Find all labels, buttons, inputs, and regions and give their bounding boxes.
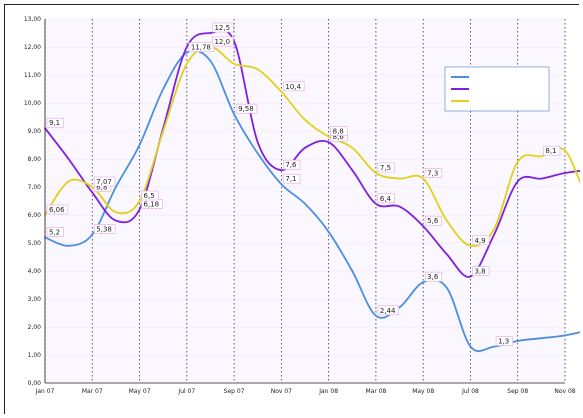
data-label: 7,6	[285, 161, 297, 169]
x-tick-label: Jan 08	[318, 388, 338, 395]
data-label-box	[543, 145, 561, 156]
data-label: 8,6	[333, 133, 345, 141]
x-tick-label: May 07	[129, 388, 151, 395]
data-label-box	[212, 36, 234, 47]
data-label: 9,58	[238, 105, 254, 113]
data-label: 10,4	[285, 83, 301, 91]
x-tick-label: Mar 08	[365, 388, 386, 395]
data-label-box	[46, 117, 64, 128]
data-label-box	[472, 266, 490, 276]
y-tick-label: 8,00	[28, 156, 42, 163]
x-tick-label: Nov 07	[271, 388, 292, 395]
y-tick-label: 1,00	[28, 352, 42, 359]
data-label-box	[377, 305, 400, 316]
data-label: 6,18	[144, 200, 160, 208]
data-label: 5,2	[49, 228, 60, 236]
data-label: 3,8	[474, 268, 485, 276]
data-label: 7,5	[380, 164, 391, 172]
data-label: 4,9	[474, 237, 485, 245]
y-tick-label: 11,00	[24, 72, 41, 79]
x-tick-label: Jul 08	[461, 388, 479, 395]
x-tick-label: Jul 07	[177, 388, 195, 395]
data-label: 6,4	[380, 195, 392, 203]
data-label-box	[472, 235, 490, 246]
data-label-box	[212, 22, 234, 33]
data-label: 8,1	[545, 147, 556, 155]
data-label: 12,0	[214, 38, 230, 46]
y-tick-label: 6,00	[28, 212, 42, 219]
x-tick-label: May 08	[412, 388, 434, 395]
data-label-box	[424, 271, 443, 282]
series-line-1	[44, 49, 580, 353]
data-label: 6,8	[96, 184, 107, 192]
data-label-box	[495, 336, 513, 346]
y-tick-label: 4,00	[28, 268, 42, 275]
x-tick-label: Sep 08	[507, 388, 528, 395]
data-label: 5,38	[96, 226, 112, 234]
x-tick-label: Sep 07	[224, 388, 245, 395]
data-label: 1,3	[498, 338, 509, 346]
data-label-box	[188, 42, 215, 52]
line-chart: 5,25,3811,789,587,12,443,61,32,29,16,86,…	[5, 5, 580, 415]
chart-frame: 5,25,3811,789,587,12,443,61,32,29,16,86,…	[4, 4, 580, 415]
data-label: 11,78	[191, 44, 211, 52]
data-label: 9,1	[49, 119, 60, 127]
x-tick-label: Nov 08	[554, 388, 575, 395]
data-label: 5,6	[427, 217, 439, 225]
series-line-3	[44, 46, 580, 247]
data-label-box	[377, 162, 395, 173]
data-label: 8,8	[333, 128, 344, 136]
y-tick-label: 12,00	[24, 44, 41, 51]
y-tick-label: 10,00	[24, 100, 41, 107]
data-label-box	[283, 81, 305, 92]
y-tick-label: 7,00	[28, 184, 42, 191]
data-label-box	[377, 193, 395, 204]
y-tick-label: 5,00	[28, 240, 42, 247]
y-tick-label: 0,00	[28, 380, 42, 387]
data-label: 3,6	[427, 273, 439, 281]
data-label-box	[46, 227, 64, 237]
y-tick-label: 13,00	[24, 16, 41, 23]
y-tick-label: 2,00	[28, 324, 42, 331]
data-label: 7,07	[96, 178, 112, 186]
data-label: 6,06	[49, 206, 65, 214]
data-label-box	[93, 224, 116, 234]
data-label: 6,5	[144, 192, 155, 200]
series-line-2	[44, 29, 580, 278]
data-label-box	[46, 204, 69, 215]
data-label-box	[283, 159, 301, 170]
x-tick-label: Mar 07	[82, 388, 103, 395]
data-label-box	[283, 173, 301, 184]
x-tick-label: Jan 07	[35, 388, 55, 395]
data-label: 2,44	[380, 307, 396, 315]
data-label-box	[141, 190, 159, 201]
data-label-box	[235, 103, 258, 114]
data-label-box	[424, 215, 443, 226]
data-label: 12,5	[214, 24, 230, 32]
data-label-box	[93, 176, 116, 187]
data-label: 7,1	[285, 175, 296, 183]
data-label: 7,3	[427, 170, 438, 178]
y-tick-label: 9,00	[28, 128, 42, 135]
data-label-box	[330, 126, 348, 136]
data-label-box	[424, 168, 443, 178]
y-tick-label: 3,00	[28, 296, 42, 303]
